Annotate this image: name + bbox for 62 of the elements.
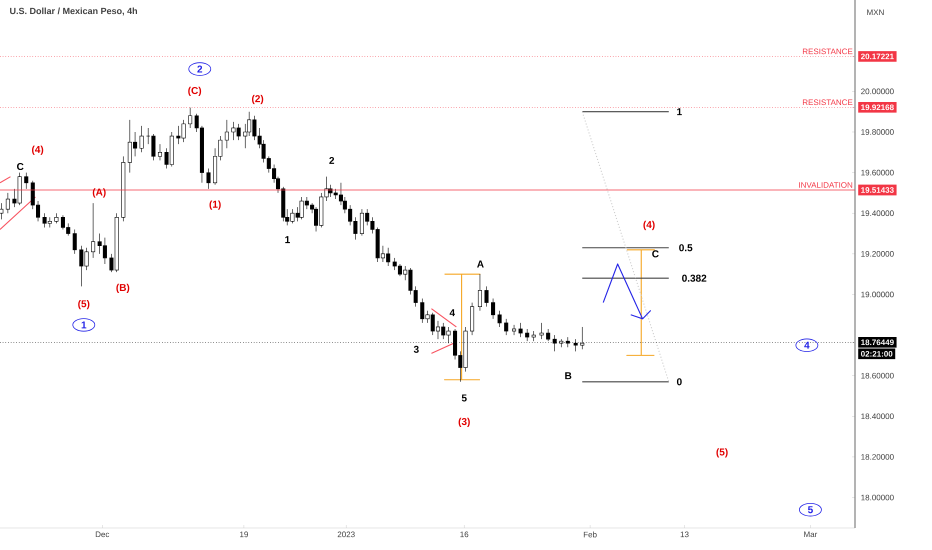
candlestick	[206, 168, 211, 190]
annotation: C	[17, 162, 24, 170]
candlestick	[491, 298, 496, 320]
x-tick-label: Feb	[584, 532, 597, 538]
annotation: (2)	[252, 94, 264, 104]
candlestick	[158, 144, 162, 161]
y-tick-label: 18.60000	[861, 372, 894, 379]
y-tick-label: 19.20000	[861, 251, 894, 257]
y-tick-label: 18.76449	[861, 339, 894, 346]
annotation: (5)	[716, 448, 728, 458]
y-tick-label: 18.00000	[861, 494, 894, 500]
x-tick-label: 2023	[338, 532, 355, 538]
annotation: B	[565, 372, 572, 380]
ref-line-label: INVALIDATION	[799, 182, 852, 188]
annotation: 0.5	[679, 244, 692, 252]
annotation: 1	[82, 321, 86, 328]
candlestick	[484, 286, 489, 307]
text: U.S. Dollar / Mexican Peso, 4h	[10, 8, 138, 16]
annotation: (3)	[458, 418, 470, 428]
y-tick-label: 19.92168	[861, 104, 894, 110]
annotation: 1	[677, 108, 682, 116]
annotation: 2	[329, 156, 334, 164]
x-tick-label: 13	[680, 532, 689, 538]
y-tick-label: 19.40000	[861, 210, 894, 216]
annotation: 4	[804, 342, 810, 349]
y-tick-label: 20.00000	[861, 88, 894, 94]
ref-line-label: RESISTANCE	[802, 99, 852, 106]
y-tick-label: 18.20000	[861, 454, 894, 460]
annotation: 0.382	[682, 274, 706, 282]
y-tick-label: 19.60000	[861, 170, 894, 176]
annotation: C	[652, 250, 659, 258]
y-tick-label: 19.51433	[861, 187, 894, 193]
annotation: (C)	[188, 86, 202, 96]
annotation: 0	[676, 378, 682, 386]
annotation: (5)	[78, 300, 90, 310]
y-tick-label: 20.17221	[860, 54, 894, 60]
annotation: 3	[414, 346, 419, 353]
annotation: 2	[197, 66, 202, 73]
x-tick-label: Mar	[804, 532, 818, 538]
candlestick	[478, 274, 482, 312]
text: 02:21:00	[861, 350, 892, 357]
annotation: (4)	[643, 220, 655, 230]
annotation: A	[477, 260, 484, 268]
x-tick-label: 19	[240, 532, 248, 538]
annotation: (A)	[92, 188, 106, 198]
annotation: (1)	[210, 200, 221, 210]
annotation: 1	[285, 236, 290, 244]
y-tick-label: 18.40000	[861, 413, 894, 420]
annotation: (B)	[116, 284, 130, 294]
annotation: 5	[462, 394, 467, 402]
candlestick	[140, 126, 144, 153]
y-axis-title: MXN	[867, 10, 884, 16]
x-tick-label: Dec	[96, 532, 110, 538]
ref-line-label: RESISTANCE	[802, 48, 852, 54]
y-tick-label: 19.00000	[861, 292, 894, 298]
line-series	[602, 263, 651, 320]
annotation: 5	[808, 506, 813, 514]
annotation: 4	[450, 309, 455, 316]
x-tick-label: 16	[460, 532, 468, 538]
candlestick	[512, 324, 516, 336]
annotation: (4)	[32, 146, 44, 155]
y-tick-label: 19.80000	[861, 129, 894, 135]
